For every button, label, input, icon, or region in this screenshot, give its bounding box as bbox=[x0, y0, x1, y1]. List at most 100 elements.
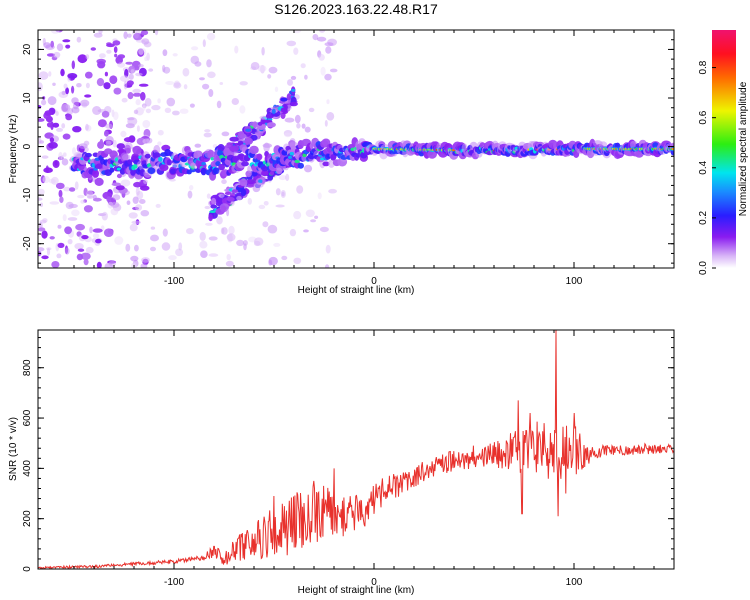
heatmap-cell bbox=[48, 141, 58, 149]
heatmap-cell bbox=[210, 204, 217, 209]
heatmap-cell bbox=[130, 168, 137, 176]
colorbar-tick-label: 0.4 bbox=[698, 160, 709, 174]
heatmap-cell bbox=[144, 97, 152, 107]
colorbar-gradient bbox=[712, 30, 736, 268]
heatmap-cell bbox=[120, 75, 130, 82]
heatmap-cell bbox=[96, 261, 102, 268]
heatmap-cell bbox=[267, 224, 278, 234]
heatmap-cell bbox=[135, 99, 141, 106]
heatmap-cell bbox=[141, 257, 150, 263]
heatmap-cell bbox=[314, 215, 319, 219]
heatmap-y-tick-label: -20 bbox=[22, 236, 33, 251]
heatmap-cell bbox=[114, 236, 124, 245]
heatmap-cell bbox=[206, 32, 216, 41]
heatmap-cell bbox=[49, 236, 55, 240]
heatmap-cell bbox=[65, 44, 71, 49]
heatmap-cell bbox=[134, 244, 139, 252]
heatmap-cell bbox=[289, 101, 298, 107]
heatmap-cell bbox=[317, 192, 322, 200]
heatmap-cell bbox=[110, 201, 120, 208]
heatmap-cell bbox=[159, 164, 169, 172]
heatmap-cell bbox=[129, 223, 138, 232]
heatmap-x-tick-label: 100 bbox=[566, 276, 583, 287]
heatmap-cell bbox=[116, 173, 122, 179]
heatmap-cell bbox=[157, 98, 161, 104]
heatmap-cell bbox=[51, 176, 59, 185]
heatmap-cell bbox=[99, 138, 103, 146]
heatmap-cell bbox=[106, 196, 112, 203]
heatmap-cell bbox=[127, 92, 134, 100]
figure-title: S126.2023.163.22.48.R17 bbox=[274, 1, 438, 17]
heatmap-cell bbox=[324, 120, 328, 127]
heatmap-cell bbox=[205, 222, 213, 226]
heatmap-cell bbox=[133, 109, 139, 115]
heatmap-cell bbox=[226, 197, 235, 202]
heatmap-cell bbox=[273, 242, 281, 247]
heatmap-cell bbox=[322, 161, 330, 167]
heatmap-cell bbox=[253, 182, 264, 189]
heatmap-cell bbox=[231, 98, 239, 105]
heatmap-cell bbox=[211, 197, 217, 205]
heatmap-cell bbox=[38, 247, 45, 252]
heatmap-cell bbox=[142, 138, 151, 145]
heatmap-cell bbox=[67, 217, 78, 221]
heatmap-cell bbox=[168, 255, 177, 261]
heatmap-cell bbox=[303, 164, 313, 173]
heatmap-cell bbox=[258, 179, 263, 184]
heatmap-cell bbox=[207, 149, 215, 159]
heatmap-cell bbox=[38, 221, 43, 230]
heatmap-cell bbox=[208, 89, 214, 97]
heatmap-cell bbox=[148, 68, 154, 72]
heatmap-cell bbox=[97, 60, 106, 69]
heatmap-cell bbox=[145, 108, 152, 114]
heatmap-cell bbox=[71, 106, 80, 114]
heatmap-cell bbox=[239, 178, 248, 187]
heatmap-cell bbox=[220, 205, 227, 213]
heatmap-cell bbox=[55, 111, 59, 116]
heatmap-cell bbox=[219, 82, 224, 85]
colorbar-tick-label: 0.2 bbox=[698, 211, 709, 225]
heatmap-cell bbox=[183, 84, 188, 90]
heatmap-cell bbox=[319, 226, 329, 233]
heatmap-cell bbox=[158, 156, 163, 162]
heatmap-cell bbox=[259, 115, 268, 120]
heatmap-cell bbox=[308, 107, 315, 113]
heatmap-cell bbox=[80, 99, 90, 107]
heatmap-cell bbox=[236, 195, 242, 201]
heatmap-cell bbox=[106, 43, 115, 48]
heatmap-cell bbox=[115, 185, 125, 191]
heatmap-cell bbox=[109, 75, 118, 84]
snr-ticks: -100 0 100 0 200 400 600 800 bbox=[22, 330, 675, 588]
heatmap-cell bbox=[278, 175, 287, 181]
heatmap-cell bbox=[162, 49, 168, 57]
heatmap-cell bbox=[140, 263, 148, 268]
heatmap-cell bbox=[112, 139, 117, 148]
heatmap-cell bbox=[120, 130, 127, 138]
heatmap-cell bbox=[105, 123, 113, 129]
heatmap-cell bbox=[101, 110, 110, 118]
heatmap-cell bbox=[189, 185, 194, 191]
heatmap-cell bbox=[142, 120, 151, 128]
heatmap-cell bbox=[95, 238, 102, 244]
heatmap-cell bbox=[83, 140, 90, 146]
heatmap-cell bbox=[670, 149, 674, 156]
heatmap-cell bbox=[293, 257, 302, 264]
heatmap-cell bbox=[187, 190, 193, 199]
heatmap-blobs bbox=[38, 30, 674, 268]
snr-y-tick-label: 200 bbox=[22, 510, 33, 527]
snr-ylabel: SNR (10 * v/v) bbox=[8, 417, 19, 481]
heatmap-cell bbox=[103, 228, 114, 237]
heatmap-cell bbox=[287, 79, 293, 86]
heatmap-cell bbox=[101, 211, 108, 221]
heatmap-cell bbox=[208, 253, 219, 257]
heatmap-cell bbox=[190, 55, 200, 65]
snr-series-line bbox=[38, 330, 674, 569]
heatmap-cell bbox=[92, 106, 102, 115]
heatmap-xlabel: Height of straight line (km) bbox=[298, 285, 415, 296]
heatmap-cell bbox=[318, 30, 326, 33]
heatmap-cell bbox=[126, 80, 134, 86]
heatmap-cell bbox=[76, 253, 84, 261]
heatmap-cell bbox=[294, 114, 301, 124]
